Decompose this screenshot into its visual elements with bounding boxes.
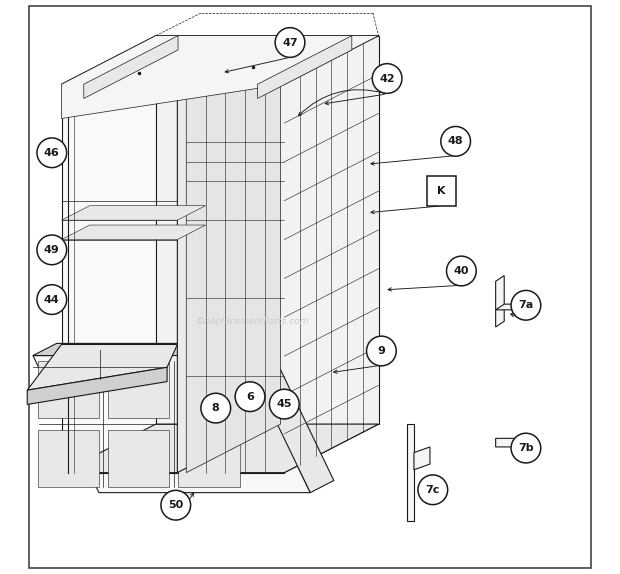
Circle shape (446, 256, 476, 286)
Polygon shape (38, 361, 99, 418)
Polygon shape (27, 367, 167, 405)
Text: 40: 40 (454, 266, 469, 276)
Text: 44: 44 (44, 294, 60, 305)
Circle shape (372, 64, 402, 94)
Polygon shape (61, 84, 285, 472)
Circle shape (418, 475, 448, 505)
Circle shape (37, 235, 67, 265)
Polygon shape (257, 36, 352, 99)
Polygon shape (495, 304, 536, 310)
Polygon shape (179, 430, 240, 487)
Circle shape (37, 285, 67, 315)
Text: 9: 9 (378, 346, 386, 356)
Text: 7b: 7b (518, 443, 534, 453)
Circle shape (441, 126, 471, 156)
Circle shape (511, 290, 541, 320)
Text: ©ReplacementParts.com: ©ReplacementParts.com (196, 317, 309, 326)
Polygon shape (61, 424, 379, 472)
Polygon shape (108, 361, 169, 418)
Polygon shape (186, 36, 280, 472)
Polygon shape (61, 36, 379, 118)
Text: 46: 46 (44, 148, 60, 158)
Polygon shape (61, 205, 206, 220)
Text: 7c: 7c (425, 485, 440, 495)
Polygon shape (61, 36, 379, 84)
FancyBboxPatch shape (427, 176, 456, 206)
Text: 45: 45 (277, 399, 292, 409)
Polygon shape (495, 276, 504, 327)
Circle shape (37, 138, 67, 168)
Polygon shape (244, 343, 334, 492)
Circle shape (511, 433, 541, 463)
Polygon shape (27, 344, 177, 390)
Text: 42: 42 (379, 73, 395, 83)
Text: 50: 50 (168, 500, 184, 510)
Polygon shape (38, 430, 99, 487)
Text: K: K (437, 186, 446, 196)
Text: 48: 48 (448, 137, 464, 146)
Text: 7a: 7a (518, 300, 534, 311)
Polygon shape (414, 447, 430, 470)
Polygon shape (495, 439, 533, 459)
Polygon shape (407, 424, 414, 521)
Polygon shape (108, 430, 169, 487)
Circle shape (275, 28, 305, 57)
Text: 49: 49 (44, 245, 60, 255)
Text: 47: 47 (282, 37, 298, 48)
Polygon shape (177, 36, 272, 472)
Circle shape (201, 393, 231, 423)
Polygon shape (61, 225, 206, 239)
Text: 8: 8 (212, 403, 219, 413)
Text: 6: 6 (246, 391, 254, 402)
Polygon shape (156, 36, 379, 424)
Circle shape (366, 336, 396, 366)
Polygon shape (285, 36, 379, 472)
Circle shape (235, 382, 265, 412)
Circle shape (161, 490, 190, 520)
Circle shape (270, 389, 299, 419)
Polygon shape (179, 361, 240, 418)
Polygon shape (84, 36, 178, 99)
Polygon shape (33, 355, 310, 492)
Polygon shape (33, 343, 268, 355)
